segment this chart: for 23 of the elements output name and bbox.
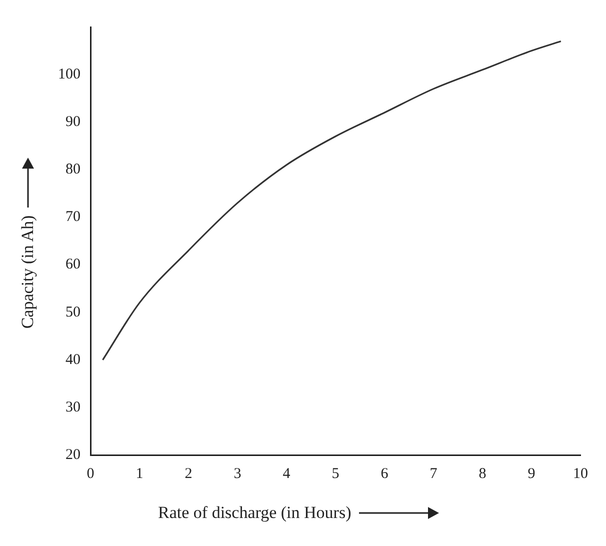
- x-tick-label: 9: [528, 466, 536, 482]
- y-tick-label: 40: [66, 352, 80, 368]
- y-tick-label: 90: [66, 114, 80, 130]
- x-tick-label: 6: [380, 466, 389, 482]
- x-tick-label: 5: [332, 466, 340, 482]
- x-tick-label: 1: [136, 466, 144, 482]
- x-tick-label: 4: [282, 466, 291, 482]
- x-tick-label: 0: [86, 466, 94, 482]
- y-tick-label: 20: [66, 446, 80, 463]
- y-tick-label: 30: [66, 399, 80, 416]
- line-series: [102, 40, 562, 361]
- x-tick-label: 10: [573, 466, 588, 482]
- y-tick-label: 80: [66, 162, 80, 178]
- y-tick-label: 100: [58, 66, 80, 82]
- y-tick-label: 60: [66, 256, 80, 273]
- y-tick-label: 70: [66, 209, 80, 226]
- x-tick-label: 8: [478, 466, 486, 482]
- y-axis-title: Capacity (in Ah): [18, 215, 38, 329]
- y-tick-label: 50: [66, 304, 80, 320]
- x-axis-title: Rate of discharge (in Hours): [158, 503, 352, 523]
- x-tick-label: 2: [184, 466, 192, 482]
- x-tick-label: 3: [234, 466, 242, 482]
- x-tick-label: 7: [430, 466, 438, 482]
